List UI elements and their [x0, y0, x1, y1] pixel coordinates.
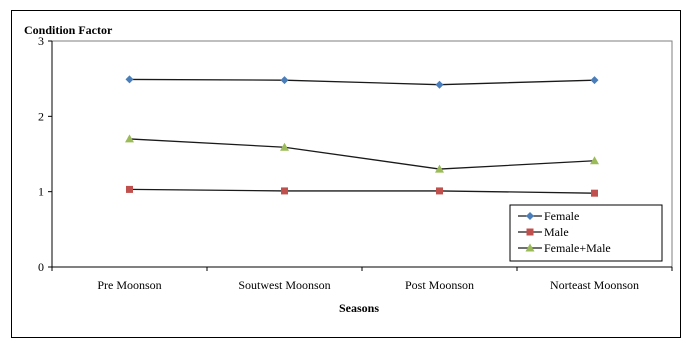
series-line	[129, 78, 595, 86]
y-tick-label: 2	[38, 109, 44, 123]
series-line	[129, 188, 595, 194]
data-point	[125, 75, 134, 84]
data-point	[281, 187, 288, 195]
series-line	[129, 138, 595, 170]
legend-item: Female+Male	[518, 241, 611, 255]
x-tick-label: Soutwest Moonson	[238, 278, 330, 292]
series-1	[126, 185, 598, 197]
data-point	[435, 164, 444, 173]
data-point	[126, 185, 133, 193]
data-point	[280, 76, 289, 85]
data-point	[590, 76, 599, 85]
series-2	[125, 134, 599, 173]
data-point	[435, 80, 444, 89]
axes: 0 1 2 3 Pre Moonson Soutwest Moonson Post Moon…	[38, 34, 673, 292]
legend-item: Male	[518, 225, 569, 239]
legend-label: Female+Male	[544, 241, 611, 255]
x-tick-label: Norteast Moonson	[550, 278, 639, 292]
series-layer	[125, 75, 599, 197]
x-tick-label: Post Moonson	[405, 278, 474, 292]
y-axis-label: Condition Factor	[24, 23, 113, 37]
data-point	[590, 156, 599, 165]
line-chart: Condition Factor Seasons 0 1 2 3 Pre Moonson…	[24, 23, 673, 315]
legend-marker	[525, 243, 535, 252]
x-tick-label: Pre Moonson	[97, 278, 161, 292]
legend-marker	[526, 212, 534, 220]
data-point	[125, 134, 134, 143]
legend-marker	[526, 228, 534, 236]
x-axis-label: Seasons	[339, 301, 379, 315]
legend-box	[509, 204, 663, 262]
legend-label: Female	[544, 209, 579, 223]
legend: Female Male Female+Male	[509, 204, 663, 262]
y-tick-label: 1	[38, 185, 44, 199]
data-point	[591, 189, 598, 197]
chart-frame: Condition Factor Seasons 0 1 2 3 Pre Moonson…	[11, 10, 681, 338]
y-tick-label: 3	[38, 34, 44, 48]
series-0	[125, 75, 599, 89]
data-point	[436, 187, 443, 195]
legend-label: Male	[544, 225, 569, 239]
data-point	[280, 142, 289, 151]
legend-item: Female	[518, 209, 579, 223]
y-tick-label: 0	[38, 260, 44, 274]
